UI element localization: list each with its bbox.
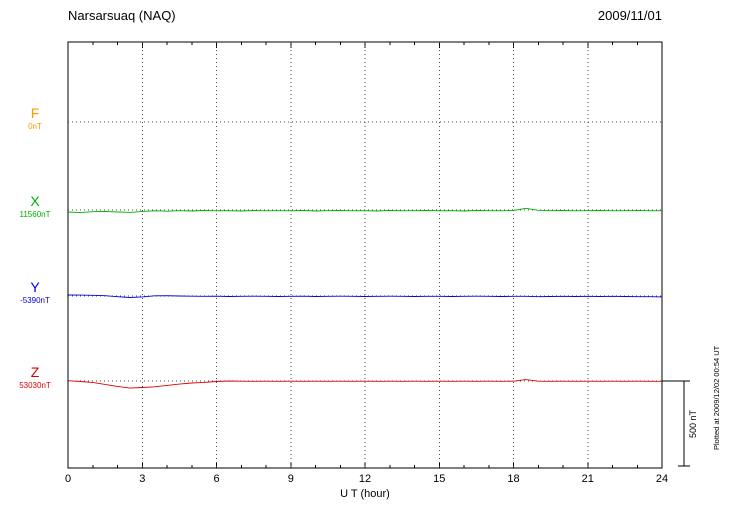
series-label-x: X 11560nT <box>6 194 64 219</box>
scale-bar-label: 500 nT <box>688 409 698 438</box>
series-label-z: Z 53030nT <box>6 365 64 390</box>
x-tick-label: 0 <box>65 473 71 485</box>
x-axis-label: U T (hour) <box>340 488 390 500</box>
series-letter-z: Z <box>30 364 40 380</box>
x-tick-label: 12 <box>359 473 371 485</box>
x-tick-label: 18 <box>507 473 519 485</box>
x-tick-label: 6 <box>213 473 219 485</box>
series-baseline-f: 0nT <box>28 122 42 131</box>
series-letter-y: Y <box>30 279 40 295</box>
trace-y <box>67 294 663 298</box>
x-tick-label: 9 <box>288 473 294 485</box>
x-tick-label: 21 <box>582 473 594 485</box>
series-letter-x: X <box>30 193 40 209</box>
series-baseline-x: 11560nT <box>19 210 51 219</box>
station-title: Narsarsuaq (NAQ) <box>68 8 176 23</box>
series-letter-f: F <box>30 105 40 121</box>
x-tick-label: 15 <box>433 473 445 485</box>
series-baseline-y: -5390nT <box>20 296 50 305</box>
x-tick-label: 24 <box>656 473 668 485</box>
series-baseline-z: 53030nT <box>19 381 51 390</box>
x-tick-label: 3 <box>139 473 145 485</box>
plot-date: 2009/11/01 <box>597 8 662 23</box>
trace-z <box>67 379 662 389</box>
series-label-y: Y -5390nT <box>6 280 64 305</box>
trace-x <box>67 207 663 214</box>
series-label-f: F 0nT <box>6 106 64 131</box>
plot-timestamp: Plotted at 2009/12/02 00:54 UT <box>712 345 721 450</box>
